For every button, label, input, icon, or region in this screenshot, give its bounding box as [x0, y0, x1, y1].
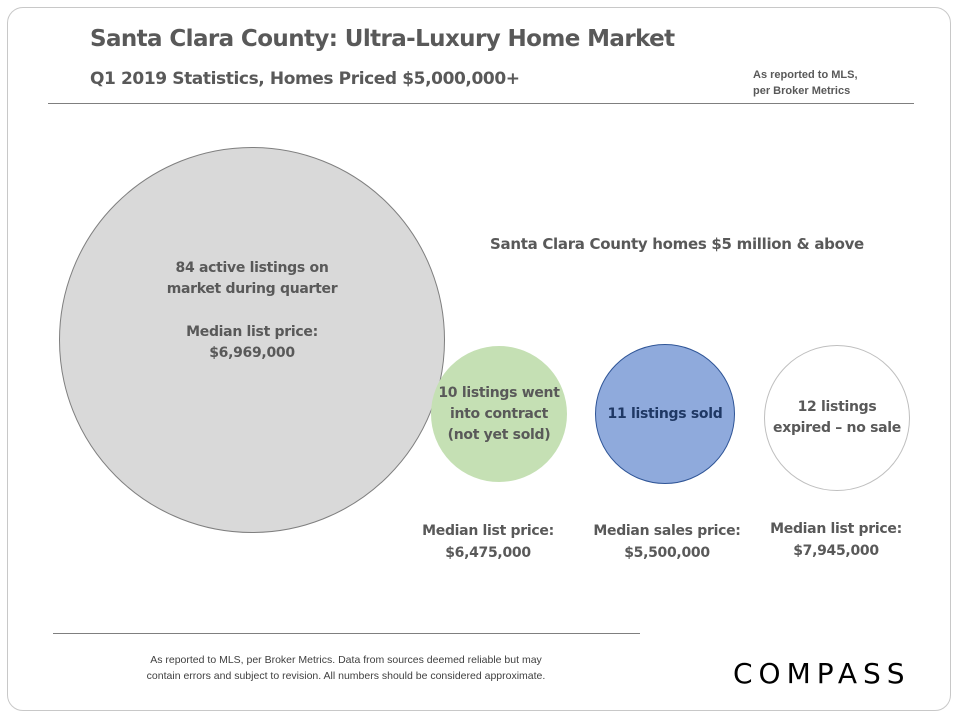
contract-price-label: Median list price:	[422, 523, 554, 539]
sold-listings-text: 11 listings sold	[608, 404, 723, 425]
expired-listings-bubble: 12 listings expired – no sale	[764, 345, 910, 491]
source-note: As reported to MLS, per Broker Metrics	[753, 67, 858, 99]
active-listings-bubble: 84 active listings on market during quar…	[59, 147, 445, 533]
contract-listings-bubble: 10 listings went into contract (not yet …	[431, 346, 567, 482]
disclaimer-line: As reported to MLS, per Broker Metrics. …	[150, 654, 542, 666]
contract-price-block: Median list price: $6,475,000	[403, 520, 573, 564]
page-subtitle: Q1 2019 Statistics, Homes Priced $5,000,…	[90, 69, 520, 89]
source-note-line: per Broker Metrics	[753, 85, 851, 97]
contract-listings-text: 10 listings went into contract (not yet …	[438, 383, 560, 446]
sold-price-block: Median sales price: $5,500,000	[582, 520, 752, 564]
sold-listings-bubble: 11 listings sold	[595, 344, 735, 484]
bubble-line: (not yet sold)	[447, 426, 551, 443]
source-note-line: As reported to MLS,	[753, 69, 858, 81]
bubble-line: into contract	[450, 405, 548, 422]
diagram-caption: Santa Clara County homes $5 million & ab…	[490, 235, 864, 253]
expired-listings-text: 12 listings expired – no sale	[773, 397, 901, 439]
bubble-line: 10 listings went	[438, 384, 560, 401]
bubble-line: 11 listings sold	[607, 405, 723, 422]
active-price-value: $6,969,000	[209, 345, 295, 361]
bubble-line: 12 listings	[797, 399, 877, 415]
sold-price-value: $5,500,000	[624, 545, 710, 561]
disclaimer: As reported to MLS, per Broker Metrics. …	[60, 652, 632, 684]
header-divider	[48, 103, 914, 104]
compass-logo: COMPASS	[733, 657, 911, 690]
active-listings-text: 84 active listings on market during quar…	[167, 258, 338, 364]
footer-divider	[53, 633, 640, 634]
disclaimer-line: contain errors and subject to revision. …	[146, 670, 546, 682]
bubble-line: market during quarter	[166, 281, 338, 297]
active-price-label: Median list price:	[186, 324, 318, 340]
expired-price-block: Median list price: $7,945,000	[751, 518, 921, 562]
sold-price-label: Median sales price:	[593, 523, 741, 539]
expired-price-label: Median list price:	[770, 521, 902, 537]
bubble-line: 84 active listings on	[175, 260, 329, 276]
contract-price-value: $6,475,000	[445, 545, 531, 561]
bubble-line: expired – no sale	[773, 420, 901, 436]
expired-price-value: $7,945,000	[793, 543, 879, 559]
page-title: Santa Clara County: Ultra-Luxury Home Ma…	[90, 26, 675, 52]
slide-frame	[7, 7, 951, 711]
